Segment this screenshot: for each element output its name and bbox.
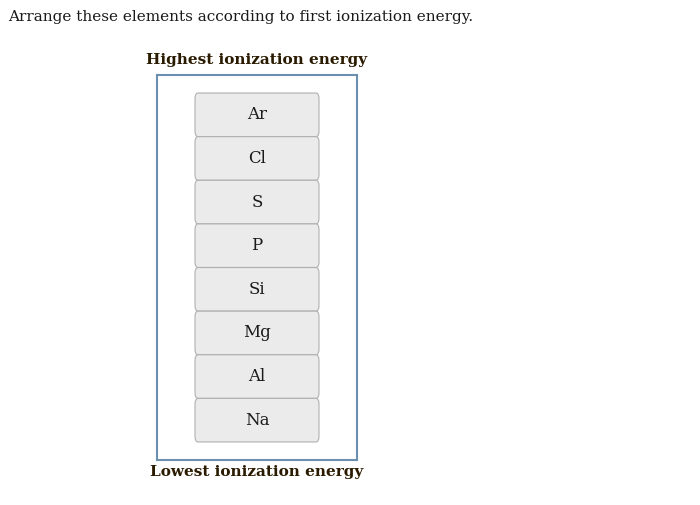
- Text: Lowest ionization energy: Lowest ionization energy: [150, 465, 363, 479]
- Text: P: P: [251, 237, 262, 254]
- FancyBboxPatch shape: [195, 180, 319, 224]
- Text: Ar: Ar: [247, 107, 267, 123]
- Text: Al: Al: [248, 368, 265, 385]
- Text: Na: Na: [245, 412, 270, 429]
- FancyBboxPatch shape: [195, 93, 319, 136]
- FancyBboxPatch shape: [195, 355, 319, 398]
- Text: Arrange these elements according to first ionization energy.: Arrange these elements according to firs…: [8, 10, 473, 24]
- Text: Mg: Mg: [243, 324, 271, 341]
- FancyBboxPatch shape: [195, 398, 319, 442]
- Text: Cl: Cl: [248, 150, 266, 167]
- FancyBboxPatch shape: [195, 224, 319, 268]
- Text: S: S: [251, 193, 262, 211]
- FancyBboxPatch shape: [195, 268, 319, 311]
- Text: Highest ionization energy: Highest ionization energy: [146, 53, 368, 67]
- FancyBboxPatch shape: [195, 137, 319, 180]
- Text: Si: Si: [248, 281, 265, 298]
- FancyBboxPatch shape: [195, 311, 319, 355]
